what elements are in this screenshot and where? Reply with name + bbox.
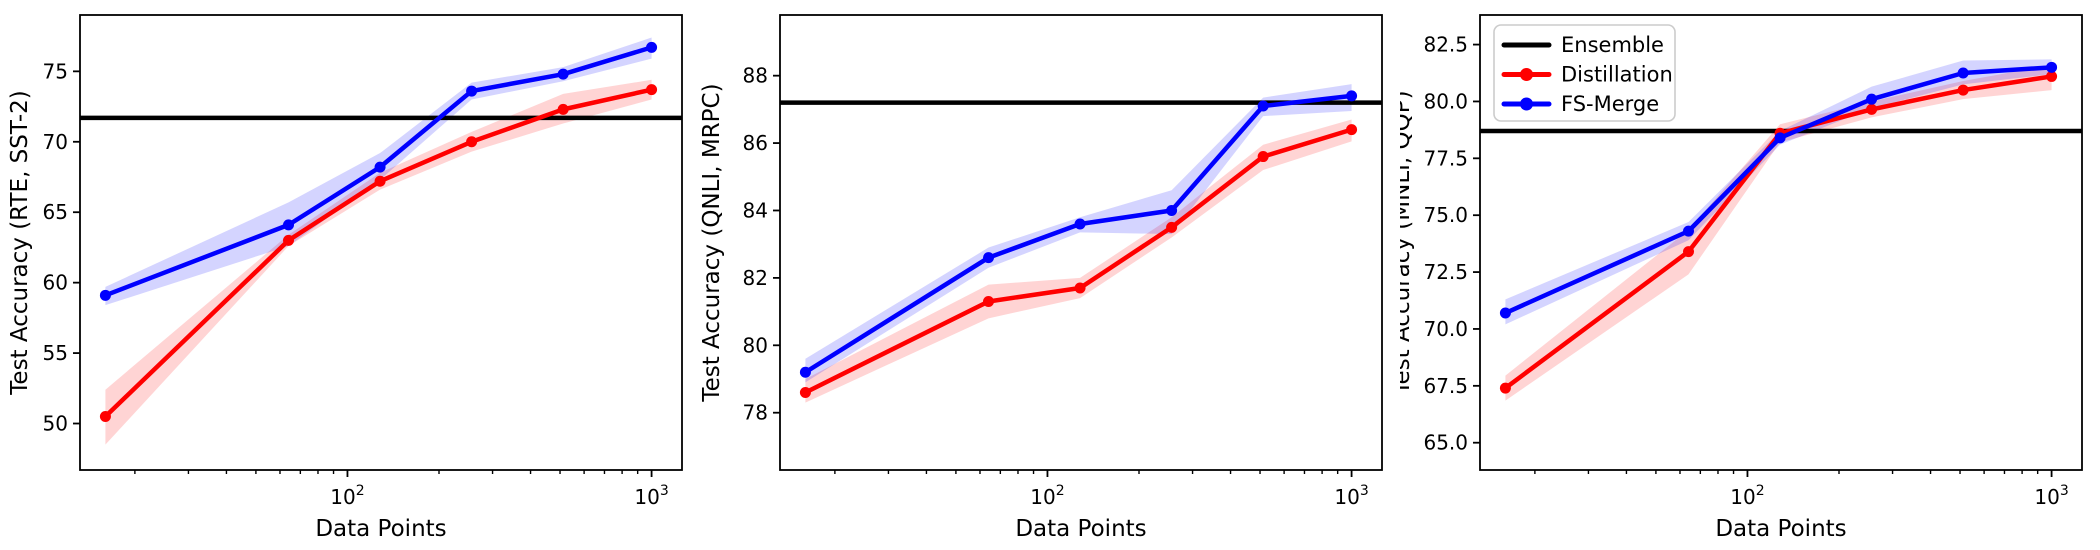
legend-box — [1493, 24, 1676, 122]
point-fs-merge-128 — [374, 161, 386, 173]
legend-sample-marker — [1520, 97, 1533, 111]
y-tick-label: 80 — [743, 333, 768, 357]
y-tick-label: 77.5 — [1423, 146, 1468, 170]
point-distillation-64 — [283, 234, 295, 246]
y-tick-label: 67.5 — [1423, 374, 1468, 398]
x-axis-label: Data Points — [1015, 516, 1146, 542]
y-axis-label: Test Accuracy (RTE, SST-2) — [7, 90, 33, 395]
legend: Ensemble Distillation FS-Merge — [1493, 24, 1676, 122]
y-tick-label: 80.0 — [1423, 89, 1468, 113]
y-tick-label: 70 — [43, 130, 68, 154]
point-fs-merge-256 — [1166, 204, 1178, 216]
legend-item-fs-merge: FS-Merge — [1501, 92, 1659, 116]
y-tick-label: 88 — [743, 64, 768, 88]
y-tick-label: 75 — [43, 59, 68, 83]
point-fs-merge-256 — [466, 85, 478, 97]
line-fs-merge — [103, 45, 654, 298]
point-distillation-64 — [983, 295, 995, 307]
point-fs-merge-512 — [1257, 100, 1269, 112]
x-tick-label: 103 — [1334, 483, 1368, 509]
line-distillation — [103, 87, 654, 419]
point-distillation-128 — [1074, 282, 1086, 294]
x-tick-label: 102 — [330, 483, 364, 509]
point-fs-merge-16 — [99, 289, 111, 301]
axes-frame — [779, 14, 1383, 471]
x-axis-label: Data Points — [1715, 516, 1846, 542]
y-tick-label: 82 — [743, 266, 768, 290]
y-tick-label: 82.5 — [1423, 33, 1468, 57]
y-tick-label: 84 — [743, 198, 768, 222]
band-fs-merge — [1505, 59, 2052, 325]
point-distillation-512 — [1257, 151, 1269, 163]
point-fs-merge-512 — [557, 68, 569, 80]
point-distillation-16 — [99, 410, 111, 422]
line-distillation — [803, 127, 1354, 395]
point-fs-merge-16 — [799, 366, 811, 378]
y-tick-label: 70.0 — [1423, 317, 1468, 341]
point-fs-merge-128 — [1774, 132, 1786, 144]
point-distillation-256 — [1166, 221, 1178, 233]
y-tick-label: 72.5 — [1423, 260, 1468, 284]
line-fs-merge — [803, 93, 1354, 375]
x-tick-label: 102 — [1030, 483, 1064, 509]
point-fs-merge-1000 — [646, 41, 658, 53]
y-tick-label: 75.0 — [1423, 203, 1468, 227]
chart-qnli-mrpc: 78 80 82 84 86 88 102 103 Data Points Test Accura… — [700, 14, 1383, 542]
y-tick-label: 78 — [743, 401, 768, 425]
legend-sample-marker — [1520, 68, 1533, 81]
point-fs-merge-1000 — [1346, 90, 1358, 102]
line-fs-merge — [1503, 65, 2054, 316]
point-distillation-1000 — [2046, 70, 2058, 82]
chart-rte-sst2: 50 55 60 65 70 75 102 103 Data Points Test Accura… — [7, 14, 683, 542]
point-distillation-512 — [557, 103, 569, 115]
point-distillation-1000 — [646, 84, 658, 96]
y-axis-label: Test Accuracy (QNLI, MRPC) — [700, 83, 725, 402]
y-axis-label: Test Accuracy (MNLI, QQP) — [1400, 90, 1415, 395]
x-tick-label: 102 — [1730, 483, 1764, 509]
point-distillation-256 — [466, 136, 478, 148]
legend-label: FS-Merge — [1561, 92, 1659, 116]
point-distillation-64 — [1683, 246, 1695, 258]
point-fs-merge-64 — [1683, 225, 1695, 237]
y-tick-label: 65 — [43, 200, 68, 224]
x-tick-label: 103 — [2034, 483, 2068, 509]
legend-label: Ensemble — [1561, 33, 1664, 57]
point-fs-merge-64 — [983, 252, 995, 264]
point-distillation-512 — [1957, 84, 1969, 96]
x-axis-label: Data Points — [315, 516, 446, 542]
point-fs-merge-256 — [1866, 93, 1878, 105]
point-distillation-128 — [374, 175, 386, 187]
x-tick-label: 103 — [634, 483, 668, 509]
point-distillation-256 — [1866, 103, 1878, 115]
point-fs-merge-1000 — [2046, 61, 2058, 73]
point-distillation-1000 — [1346, 124, 1358, 136]
legend-label: Distillation — [1561, 63, 1673, 87]
y-tick-label: 60 — [43, 271, 68, 295]
band-distillation — [805, 119, 1352, 403]
y-tick-label: 50 — [43, 412, 68, 436]
y-tick-label: 55 — [43, 341, 68, 365]
point-fs-merge-512 — [1957, 67, 1969, 79]
point-distillation-16 — [799, 386, 811, 398]
axes-frame — [79, 14, 683, 471]
point-fs-merge-128 — [1074, 218, 1086, 230]
point-distillation-16 — [1499, 382, 1511, 394]
axes-frame — [1479, 14, 2083, 471]
y-tick-label: 86 — [743, 131, 768, 155]
legend-item-distillation: Distillation — [1501, 63, 1673, 87]
point-fs-merge-16 — [1499, 307, 1511, 319]
chart-mnli-qqp: 65.0 67.5 70.0 72.5 75.0 77.5 80.0 82.5 102 103 Da… — [1400, 14, 2083, 542]
legend-item-ensemble: Ensemble — [1501, 33, 1664, 57]
y-tick-label: 65.0 — [1423, 431, 1468, 455]
point-fs-merge-64 — [283, 219, 295, 231]
line-distillation — [1503, 74, 2054, 391]
